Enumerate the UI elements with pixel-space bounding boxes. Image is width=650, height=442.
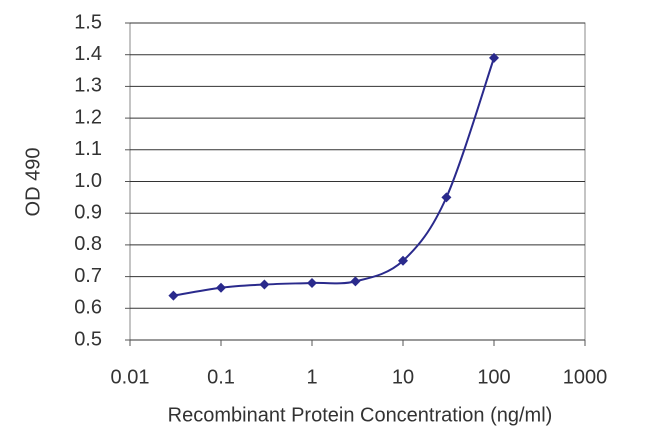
x-tick-label: 1 (306, 366, 317, 388)
x-tick-label: 10 (392, 366, 414, 388)
y-tick-label: 1.3 (74, 75, 102, 97)
y-tick-label: 1.5 (74, 11, 102, 33)
data-point (259, 279, 270, 290)
y-tick-label: 1.1 (74, 138, 102, 160)
data-point (489, 52, 499, 63)
y-axis-label: OD 490 (22, 148, 44, 217)
x-axis-label: Recombinant Protein Concentration (ng/ml… (168, 404, 553, 426)
y-tick-label: 1.4 (74, 43, 102, 65)
data-point (216, 282, 226, 293)
y-tick-label: 0.9 (74, 201, 102, 223)
y-tick-label: 1.0 (74, 170, 102, 192)
x-tick-label: 1000 (563, 366, 608, 388)
data-point (350, 276, 361, 287)
data-point (441, 192, 452, 203)
x-tick-label: 0.1 (207, 366, 235, 388)
data-point (168, 290, 179, 301)
y-tick-label: 0.8 (74, 233, 102, 255)
data-point (398, 255, 408, 266)
x-tick-label: 100 (477, 366, 510, 388)
y-tick-label: 0.5 (74, 328, 102, 350)
data-line (173, 57, 495, 297)
y-tick-label: 1.2 (74, 106, 102, 128)
x-tick-label: 0.01 (111, 366, 150, 388)
y-tick-label: 0.6 (74, 297, 102, 319)
y-tick-label: 0.7 (74, 265, 102, 287)
data-point (307, 277, 317, 288)
